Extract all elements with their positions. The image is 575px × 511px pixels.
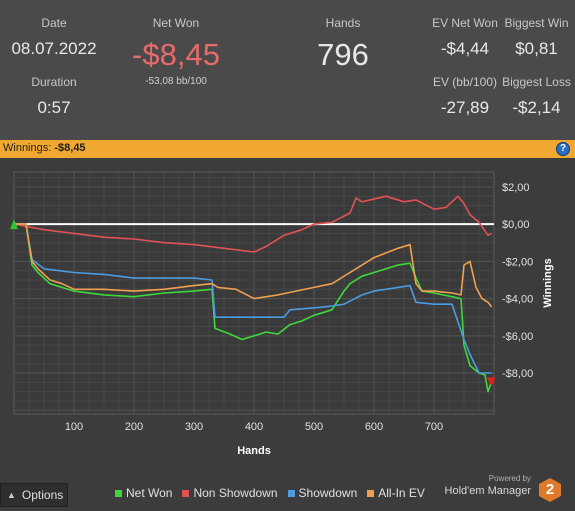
series-line-net-won <box>14 223 493 393</box>
x-tick-label: 100 <box>65 421 83 433</box>
end-marker <box>486 377 496 387</box>
biggest-loss-label: Biggest Loss <box>502 75 571 89</box>
hands-value: 796 <box>317 37 369 72</box>
legend-swatch <box>182 489 190 497</box>
biggest-win-value: $0,81 <box>515 39 558 58</box>
series-line-non-showdown <box>13 195 492 253</box>
ev-net-won-stat: EV Net Won -$4,44 <box>432 16 498 59</box>
x-tick-label: 500 <box>305 421 323 433</box>
legend-item[interactable]: Showdown <box>287 486 358 500</box>
y-tick-label: $2,00 <box>502 182 530 194</box>
net-won-value: -$8,45 <box>132 37 220 72</box>
duration-value: 0:57 <box>37 98 71 117</box>
x-tick-label: 400 <box>245 421 263 433</box>
chevron-up-icon: ▲ <box>7 490 16 500</box>
series-line-showdown <box>14 223 492 374</box>
legend-label: All-In EV <box>378 486 425 500</box>
biggest-loss-value: -$2,14 <box>512 98 561 117</box>
ev-bb100-stat: EV (bb/100) -27,89 <box>432 75 498 118</box>
y-tick-label: -$2,00 <box>502 256 533 268</box>
hands-stat: Hands 796 <box>282 16 404 73</box>
ev-bb100-label: EV (bb/100) <box>432 75 498 89</box>
stats-panel: Date 08.07.2022 Duration 0:57 Net Won -$… <box>0 0 575 140</box>
x-tick-label: 200 <box>125 421 143 433</box>
hands-label: Hands <box>325 16 361 30</box>
start-marker <box>10 219 18 230</box>
duration-label: Duration <box>31 75 77 89</box>
y-tick-label: -$4,00 <box>502 294 533 306</box>
legend-label: Non Showdown <box>193 486 278 500</box>
question-icon[interactable]: ? <box>556 142 570 156</box>
net-won-label: Net Won <box>152 16 200 30</box>
biggest-win-label: Biggest Win <box>504 16 569 30</box>
biggest-win-stat: Biggest Win $0,81 <box>498 16 575 59</box>
powered-by-text: Powered by <box>488 474 531 483</box>
biggest-loss-stat: Biggest Loss -$2,14 <box>498 75 575 118</box>
y-tick-label: -$8,00 <box>502 368 533 380</box>
legend-item[interactable]: Net Won <box>115 486 172 500</box>
brand-area: Powered by Hold'em Manager 2 <box>445 474 571 510</box>
net-won-bb100: -53,08 bb/100 <box>145 76 207 87</box>
y-tick-label: $0,00 <box>502 219 530 231</box>
brand-name: Hold'em Manager <box>444 485 531 497</box>
y-tick-label: -$6,00 <box>502 331 533 343</box>
winnings-value: -$8,45 <box>54 142 86 154</box>
legend-item[interactable]: Non Showdown <box>182 486 278 500</box>
legend-label: Net Won <box>126 486 173 500</box>
legend-item[interactable]: All-In EV <box>367 486 425 500</box>
legend-swatch <box>115 489 122 497</box>
y-axis-label: Winnings <box>542 258 554 307</box>
x-tick-label: 600 <box>365 421 383 433</box>
hm2-logo-icon: 2 <box>539 478 561 502</box>
winnings-bar: Winnings: -$8,45 ? <box>0 140 575 158</box>
winnings-graph: $2,00 $0,00 -$2,00 -$4,00 -$6,00 -$8,00 100 200… <box>0 158 575 478</box>
legend-swatch <box>367 489 375 497</box>
ev-bb100-value: -27,89 <box>440 98 490 117</box>
footer: ▲ Options Net Won Non Showdown Showdown All… <box>0 474 575 511</box>
options-label: Options <box>21 488 64 502</box>
date-label: Date <box>41 16 67 30</box>
chart-legend: Net Won Non Showdown Showdown All-In EV <box>115 486 425 500</box>
winnings-text: Winnings: -$8,45 <box>3 142 86 154</box>
ev-net-won-value: -$4,44 <box>440 39 490 58</box>
x-tick-label: 700 <box>425 421 443 433</box>
net-won-stat: Net Won -$8,45 -53,08 bb/100 <box>108 16 244 87</box>
duration-stat: Duration 0:57 <box>0 75 108 118</box>
winnings-chart-svg: $2,00 $0,00 -$2,00 -$4,00 -$6,00 -$8,00 100 200… <box>10 171 554 457</box>
date-value: 08.07.2022 <box>11 39 97 58</box>
series-line-all-in-ev <box>14 223 493 308</box>
legend-swatch <box>287 489 295 497</box>
x-axis-label: Hands <box>237 445 271 457</box>
legend-label: Showdown <box>298 486 358 500</box>
winnings-label: Winnings: <box>3 142 52 154</box>
ev-net-won-label: EV Net Won <box>432 16 498 30</box>
date-stat: Date 08.07.2022 <box>0 16 108 59</box>
x-tick-label: 300 <box>185 421 203 433</box>
options-button[interactable]: ▲ Options <box>0 483 68 507</box>
